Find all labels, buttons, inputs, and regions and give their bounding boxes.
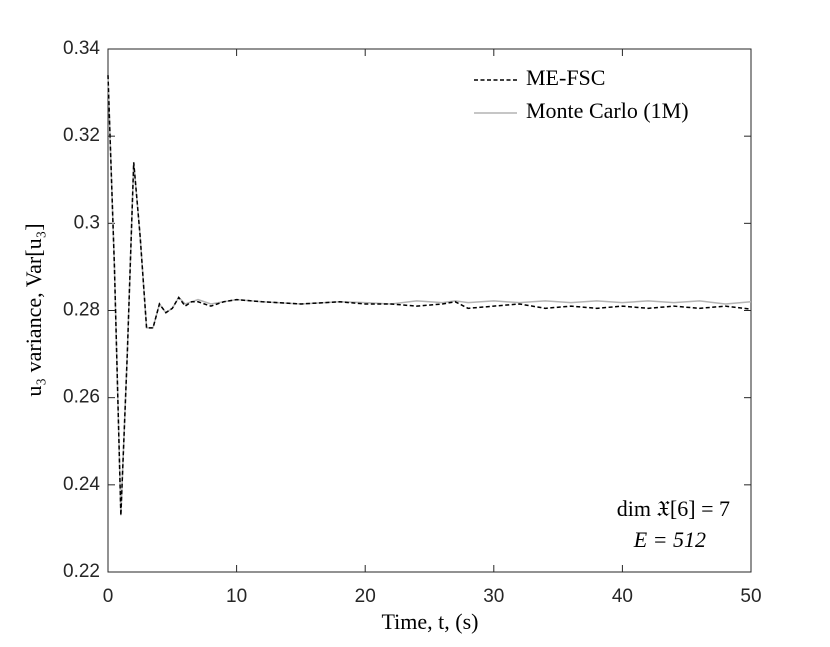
x-tick-label: 40 <box>612 586 633 607</box>
y-tick-label: 0.32 <box>63 125 100 146</box>
y-tick-label: 0.34 <box>63 38 100 59</box>
x-tick-label: 30 <box>483 586 504 607</box>
x-axis-label: Time, t, (s) <box>382 609 479 634</box>
legend-label: ME-FSC <box>526 65 605 90</box>
y-axis-label: u₃ variance, Var[u₃] <box>21 223 46 396</box>
x-tick-label: 20 <box>355 586 376 607</box>
y-tick-label: 0.22 <box>63 561 100 582</box>
x-tick-label: 50 <box>740 586 761 607</box>
y-tick-label: 0.3 <box>74 212 100 233</box>
x-tick-label: 0 <box>103 586 114 607</box>
series-line <box>107 75 752 516</box>
y-tick-label: 0.28 <box>63 300 100 321</box>
y-tick-label: 0.24 <box>63 474 100 495</box>
annotation: dim 𝔛[6] = 7 <box>617 496 730 521</box>
plot-frame <box>107 48 752 573</box>
annotation: E = 512 <box>633 527 706 552</box>
x-tick-label: 10 <box>226 586 247 607</box>
y-tick-label: 0.26 <box>63 387 100 408</box>
legend-label: Monte Carlo (1M) <box>526 98 689 123</box>
